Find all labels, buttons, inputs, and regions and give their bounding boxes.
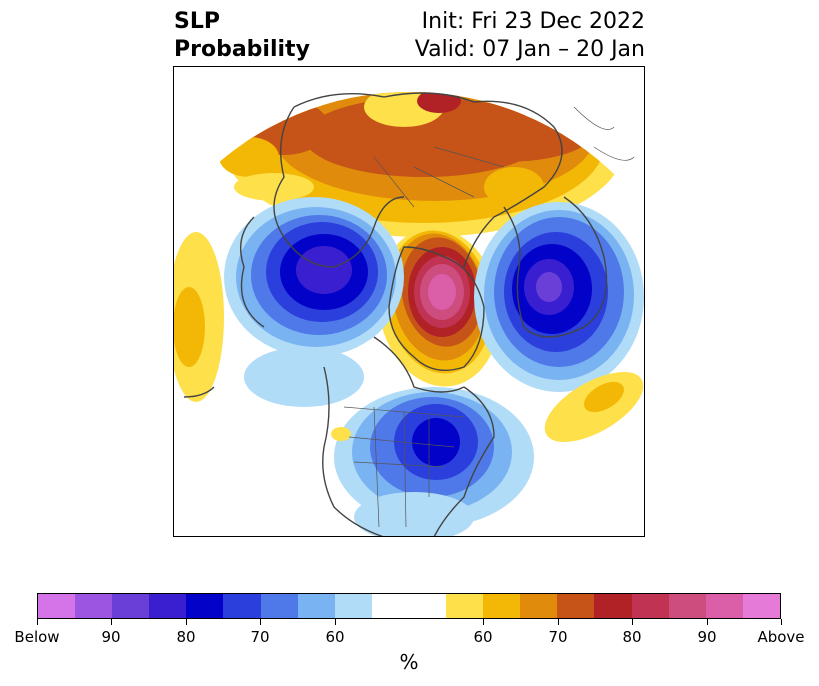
colorbar-tick — [260, 619, 261, 625]
chart-title-left: SLP Probability — [174, 8, 310, 64]
valid-range: Valid: 07 Jan – 20 Jan — [414, 37, 645, 62]
colorbar-tick-label: 60 — [325, 628, 345, 646]
colorbar-swatch — [260, 594, 298, 618]
colorbar-swatch — [483, 594, 521, 618]
colorbar-swatch — [742, 594, 780, 618]
colorbar-swatch — [38, 594, 76, 618]
colorbar-swatch — [408, 594, 447, 618]
colorbar-swatch — [75, 594, 113, 618]
colorbar-tick-label: 60 — [473, 628, 493, 646]
colorbar-unit: % — [399, 650, 419, 674]
map-canvas — [174, 92, 644, 536]
coastlines — [183, 92, 608, 536]
colorbar-swatch — [149, 594, 187, 618]
us-below-region — [334, 387, 534, 536]
colorbar-swatch — [112, 594, 150, 618]
political-borders — [343, 106, 635, 528]
colorbar-tick-label: 70 — [548, 628, 568, 646]
colorbar-tick-label: 80 — [176, 628, 196, 646]
colorbar-swatch — [297, 594, 335, 618]
colorbar-tick-label: 90 — [101, 628, 121, 646]
eurasia-below-region — [474, 202, 644, 392]
colorbar-tick — [781, 619, 782, 625]
greenland-above-region — [234, 167, 544, 387]
colorbar-tick — [707, 619, 708, 625]
pacific-above-region — [174, 232, 644, 442]
colorbar-tick-label: Above — [757, 628, 805, 646]
colorbar-swatch — [705, 594, 743, 618]
colorbar-swatch — [334, 594, 372, 618]
colorbar-swatch — [557, 594, 595, 618]
colorbar-tick-label: 80 — [622, 628, 642, 646]
probability-map — [173, 66, 645, 537]
title-slp: SLP — [174, 9, 220, 34]
colorbar-swatch — [668, 594, 706, 618]
colorbar-tick-label: 70 — [250, 628, 270, 646]
colorbar-swatch — [631, 594, 669, 618]
colorbar — [37, 593, 781, 619]
alaska-below-region — [224, 197, 404, 407]
colorbar-tick — [37, 619, 38, 625]
colorbar-swatch — [223, 594, 261, 618]
colorbar-tick — [558, 619, 559, 625]
colorbar-swatch — [371, 594, 409, 618]
init-date: Init: Fri 23 Dec 2022 — [421, 9, 645, 34]
colorbar-tick — [335, 619, 336, 625]
title-probability: Probability — [174, 37, 310, 62]
chart-title-right: Init: Fri 23 Dec 2022 Valid: 07 Jan – 20… — [415, 8, 645, 64]
colorbar-tick — [186, 619, 187, 625]
colorbar-tick-label: 90 — [697, 628, 717, 646]
colorbar-swatch — [594, 594, 632, 618]
colorbar-tick — [632, 619, 633, 625]
colorbar-tick — [483, 619, 484, 625]
colorbar-swatch — [446, 594, 484, 618]
colorbar-tick-label: Below — [14, 628, 60, 646]
colorbar-swatch — [186, 594, 224, 618]
colorbar-swatch — [520, 594, 558, 618]
colorbar-tick — [111, 619, 112, 625]
